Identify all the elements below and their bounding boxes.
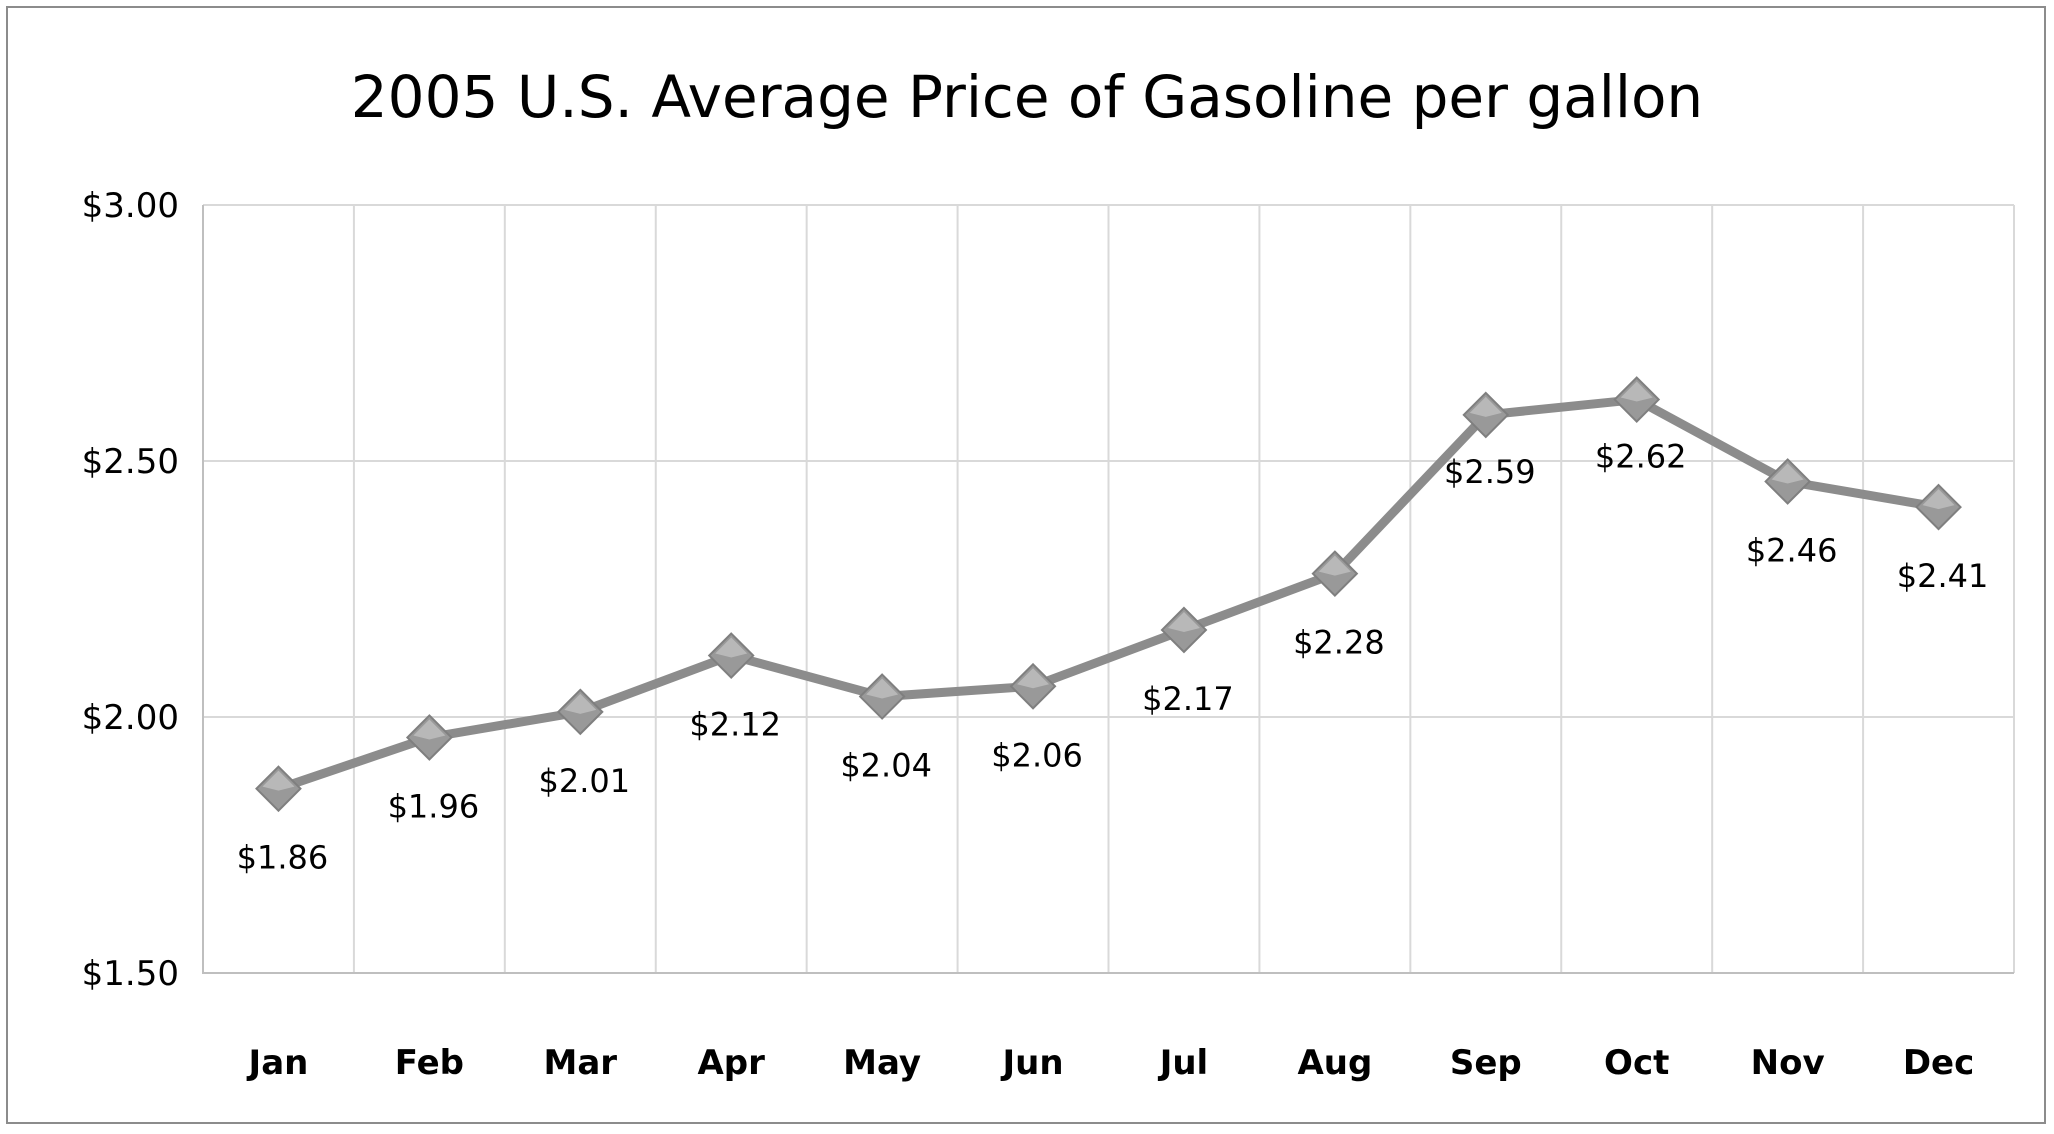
data-label: $2.12 [689,706,781,744]
x-tick-label: Jan [247,1043,309,1083]
data-label: $2.06 [991,736,1083,774]
x-tick-label: Jun [1001,1043,1064,1083]
x-tick-label: Dec [1903,1043,1974,1083]
data-point-marker-highlight [1017,668,1050,689]
data-point-marker-highlight [1167,611,1200,632]
data-label: $1.96 [388,787,480,825]
x-tick-label: Aug [1297,1043,1372,1083]
y-tick-label: $2.00 [82,698,179,738]
data-label: $1.86 [237,839,329,877]
data-point-marker-highlight [1469,396,1502,417]
series-line [273,395,1944,794]
data-label: $2.46 [1746,531,1838,569]
x-tick-label: Mar [544,1043,618,1083]
data-label: $2.28 [1293,624,1385,662]
x-tick-label: Nov [1751,1043,1825,1083]
data-label: $2.17 [1142,680,1234,718]
data-point-marker-highlight [564,693,597,714]
data-point-marker-highlight [1771,463,1804,484]
data-point-marker-highlight [413,719,446,740]
y-tick-label: $1.50 [82,954,179,994]
x-tick-label: Oct [1604,1043,1669,1083]
data-point-marker-highlight [866,678,899,699]
chart-frame [6,6,2046,1124]
x-tick-label: Feb [395,1043,464,1083]
data-markers [255,376,1962,813]
data-label: $2.04 [840,747,932,785]
data-point-marker-highlight [1922,489,1955,510]
x-axis-ticks: Jan Feb Mar Apr May Jun Jul Aug Sep Oct Nov Dec [247,1043,1975,1083]
x-tick-label: Apr [697,1043,765,1083]
x-tick-label: May [843,1043,921,1083]
data-label: $2.41 [1897,557,1989,595]
data-point-marker-highlight [1318,555,1351,576]
data-point-marker-highlight [262,770,295,791]
data-label: $2.62 [1595,438,1687,476]
y-tick-label: $2.50 [82,442,179,482]
y-axis-ticks: $1.50 $2.00 $2.50 $3.00 [82,186,179,994]
axes [202,205,2014,974]
x-tick-label: Jul [1158,1043,1209,1083]
data-label: $2.59 [1444,453,1536,491]
x-tick-label: Sep [1450,1043,1522,1083]
chart-title: 2005 U.S. Average Price of Gasoline per … [351,63,1703,131]
data-point-marker-highlight [715,637,748,658]
grid-lines [203,204,2015,973]
data-point-marker-highlight [1620,381,1653,402]
data-labels: $1.86 $1.96 $2.01 $2.12 $2.04 $2.06 $2.17 $2.28… [237,438,1989,877]
data-label: $2.01 [538,762,630,800]
y-tick-label: $3.00 [82,186,179,226]
series-line-layer [273,395,1944,794]
